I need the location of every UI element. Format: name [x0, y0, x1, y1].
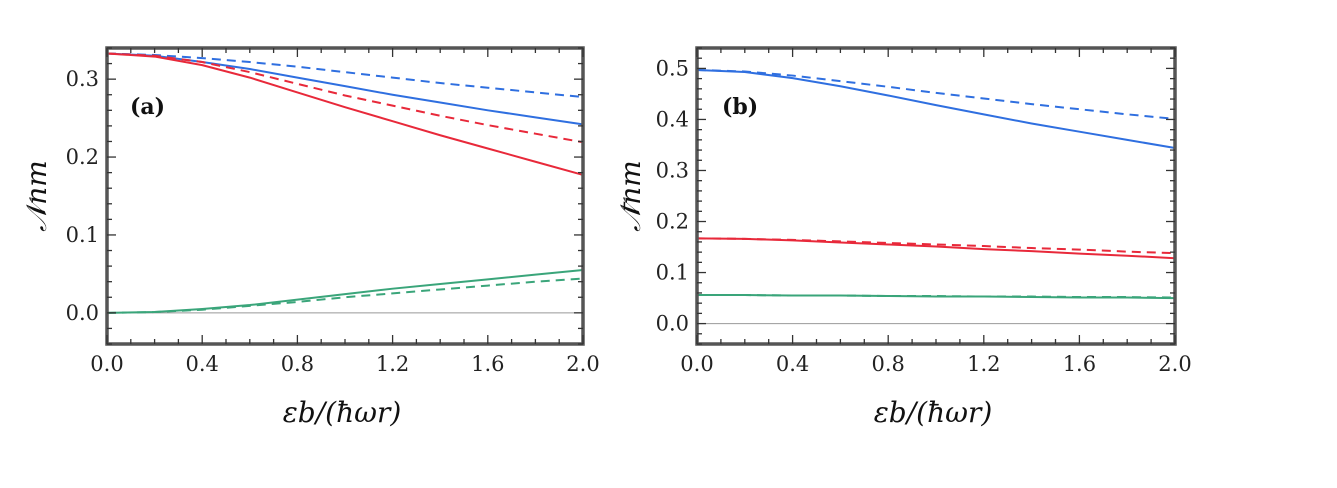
panel-a-x-tick-label: 0.8 [281, 352, 314, 376]
panel-a-x-tick-label: 1.2 [376, 352, 409, 376]
panel-b-y-tick-label: 0.1 [656, 261, 689, 285]
panel-b-x-tick-label: 0.0 [680, 352, 713, 376]
panel-b-y-axis-label: 𝒩̄nm [614, 160, 647, 231]
panel-a-y-tick-label: 0.3 [66, 67, 99, 91]
panel-a-y-tick-label: 0.2 [66, 145, 99, 169]
panel-b-x-tick-label: 1.6 [1063, 352, 1096, 376]
panel-b-x-tick-label: 2.0 [1158, 352, 1191, 376]
panel-a-x-axis-label: εb/(ħωr) [283, 396, 401, 429]
panel-a-y-tick-label: 0.1 [66, 223, 99, 247]
panel-a-frame [105, 46, 585, 346]
panel-b: 0.0 0.4 0.8 1.2 1.6 2.0 0.0 0.1 0.2 0.3 0.4 0.5 (b)… [614, 46, 1192, 429]
panel-a-y-axis-label: 𝒩nm [20, 160, 53, 231]
panel-b-series-green-dashed [697, 294, 1176, 299]
panel-a-series-red-solid [106, 52, 584, 176]
panel-b-series-blue-solid [696, 68, 1176, 150]
panel-a-series-green-solid [106, 269, 584, 314]
panel-a-x-tick-label: 0.0 [90, 352, 123, 376]
panel-a-y-axis-label-text: 𝒩nm [20, 160, 53, 231]
panel-a-series-blue-solid [106, 52, 584, 126]
panel-a-x-tick-label: 2.0 [566, 352, 599, 376]
panel-b-x-tick-label: 1.2 [967, 352, 1000, 376]
panel-b-x-tick-label: 0.4 [776, 352, 809, 376]
panel-a-y-tick-label: 0.0 [66, 301, 99, 325]
panel-a-series-blue-dashed [106, 52, 584, 99]
panel-a: 0.0 0.4 0.8 1.2 1.6 2.0 0.0 0.1 0.2 0.3 (a) εb/(ħ… [20, 46, 600, 429]
panel-a-x-tick-label: 1.6 [471, 352, 504, 376]
panel-b-y-axis-label-text: 𝒩̄nm [614, 160, 647, 231]
panel-a-plot-area: 0.0 0.4 0.8 1.2 1.6 2.0 0.0 0.1 0.2 0.3 [66, 46, 600, 376]
panel-b-x-tick-label: 0.8 [871, 352, 904, 376]
panel-b-y-tick-label: 0.5 [656, 56, 689, 80]
panel-b-x-axis-label: εb/(ħωr) [874, 396, 992, 429]
panel-b-y-tick-label: 0.3 [656, 158, 689, 182]
panel-b-y-tick-label: 0.2 [656, 210, 689, 234]
panel-a-label: (a) [130, 94, 165, 120]
panel-a-series-green-dashed [106, 277, 584, 314]
panel-b-series-red-dashed [696, 237, 1176, 255]
panel-b-y-tick-label: 0.0 [656, 312, 689, 336]
panel-b-plot-area: 0.0 0.4 0.8 1.2 1.6 2.0 0.0 0.1 0.2 0.3 0.4 0.5 [656, 46, 1192, 376]
panel-b-label: (b) [722, 94, 758, 120]
panel-b-series-red-solid [696, 237, 1176, 260]
panel-a-series-red-dashed [106, 52, 584, 144]
panel-b-x-axis-label-text: εb/(ħωr) [874, 396, 992, 429]
panel-b-series-blue-dashed [696, 68, 1176, 120]
panel-a-x-axis-label-text: εb/(ħωr) [283, 396, 401, 429]
panel-b-y-tick-label: 0.4 [656, 107, 689, 131]
panel-a-x-tick-label: 0.4 [185, 352, 218, 376]
